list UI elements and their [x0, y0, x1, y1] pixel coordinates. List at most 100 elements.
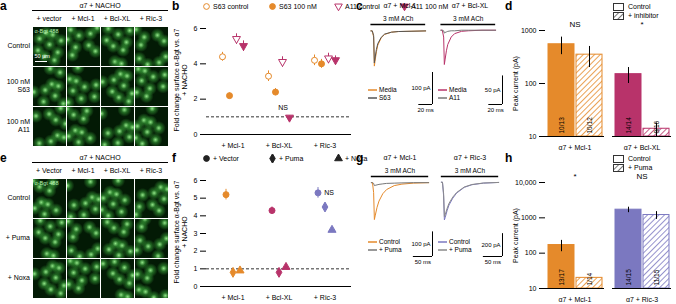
svg-text:1000: 1000 [521, 214, 537, 221]
html-text:S63 100 nM: S63 100 nM [279, 3, 317, 10]
svg-text:50 pA: 50 pA [485, 87, 501, 93]
svg-text:0: 0 [194, 283, 198, 290]
html-text:+ Mcl-1: + Mcl-1 [71, 15, 95, 22]
html-text:+ Vector: + Vector [213, 155, 239, 162]
svg-text:11/15: 11/15 [653, 269, 660, 285]
html-text:A11 100 nM: A11 100 nM [411, 3, 449, 10]
html-text:e: e [0, 151, 7, 165]
svg-text:1000: 1000 [521, 27, 537, 34]
html-text:Fold change surface α-Bgt vs.: Fold change surface α-Bgt vs. α7 + NACHO [173, 180, 188, 284]
svg-text:100: 100 [525, 80, 537, 87]
html-text:A11 control: A11 control [345, 3, 380, 10]
html-text:100 nM A11: 100 nM A11 [6, 118, 30, 133]
svg-text:3 mM ACh: 3 mM ACh [383, 15, 414, 22]
svg-text:100 pA: 100 pA [411, 241, 430, 247]
svg-text:2: 2 [194, 247, 198, 254]
svg-text:6: 6 [194, 25, 198, 32]
html-text:Control: Control [7, 194, 30, 201]
svg-text:20 ms: 20 ms [487, 107, 503, 113]
svg-text:Peak current (pA): Peak current (pA) [512, 56, 520, 111]
svg-text:NS: NS [636, 172, 647, 181]
svg-text:5: 5 [194, 194, 198, 201]
svg-text:*: * [640, 20, 643, 29]
html-text:100 nM S63: 100 nM S63 [6, 78, 30, 93]
html-text:α7 + Mcl-1: α7 + Mcl-1 [383, 154, 417, 161]
html-text:+ Puma: + Puma [5, 234, 30, 241]
html-text:c: c [356, 0, 363, 13]
svg-text:14/14: 14/14 [625, 117, 632, 134]
html-text:S63: S63 [379, 94, 391, 101]
svg-text:+ Bcl-XL: + Bcl-XL [266, 294, 293, 301]
svg-text:+ Ric-3: + Ric-3 [314, 294, 336, 301]
svg-text:10/13: 10/13 [558, 117, 565, 134]
svg-text:4: 4 [194, 212, 198, 219]
svg-text:NS: NS [569, 20, 580, 29]
html-text:α-Bgt 488: α-Bgt 488 [34, 27, 59, 34]
svg-text:200 pA: 200 pA [481, 242, 500, 248]
html-text:h: h [505, 151, 513, 165]
svg-text:2: 2 [194, 95, 198, 102]
html-text:Media: Media [449, 86, 467, 93]
html-text:a: a [0, 0, 7, 13]
svg-text:10/12: 10/12 [586, 117, 593, 134]
svg-text:α7 + Ric-3: α7 + Ric-3 [626, 296, 658, 303]
svg-text:6: 6 [194, 177, 198, 184]
svg-text:α7 + Mcl-1: α7 + Mcl-1 [558, 296, 591, 303]
html-text:Control: Control [7, 42, 30, 49]
svg-text:4: 4 [194, 60, 198, 67]
svg-text:3: 3 [194, 230, 198, 237]
html-text:+ Mcl-1: + Mcl-1 [71, 167, 95, 174]
html-text:b: b [172, 0, 180, 13]
html-text:α7 + Mcl-1: α7 + Mcl-1 [383, 2, 417, 9]
html-text:50 µm: 50 µm [34, 52, 50, 59]
html-text:α-Bgt 488: α-Bgt 488 [34, 179, 59, 186]
html-text:+ Vector: + Vector [36, 167, 62, 174]
html-text:d: d [505, 0, 513, 13]
svg-text:10,000: 10,000 [515, 179, 537, 186]
svg-text:+ Mcl-1: + Mcl-1 [221, 142, 244, 149]
svg-text:50 ms: 50 ms [415, 259, 431, 265]
svg-text:50 ms: 50 ms [485, 259, 501, 265]
svg-text:8/16: 8/16 [653, 120, 660, 133]
svg-text:1/14: 1/14 [586, 272, 593, 285]
svg-text:3 mM ACh: 3 mM ACh [385, 167, 416, 174]
svg-text:20 ms: 20 ms [417, 107, 433, 113]
html-text:Control: Control [628, 3, 651, 10]
html-text:α7 + NACHO: α7 + NACHO [79, 2, 121, 9]
svg-text:100: 100 [525, 249, 537, 256]
html-text:+ Ric-3: + Ric-3 [139, 167, 163, 174]
html-text:α7 + Bcl-XL: α7 + Bcl-XL [451, 2, 489, 9]
html-text:+ Noxa: + Noxa [345, 155, 368, 162]
html-text:α7 + NACHO: α7 + NACHO [79, 154, 121, 161]
svg-text:NS: NS [278, 104, 288, 111]
svg-text:10: 10 [529, 133, 537, 140]
svg-text:1: 1 [194, 265, 198, 272]
html-text:+ Ric-3: + Ric-3 [139, 15, 163, 22]
svg-text:10: 10 [529, 285, 537, 292]
svg-text:+ Mcl-1: + Mcl-1 [221, 294, 244, 301]
svg-text:α7 + Mcl-1: α7 + Mcl-1 [558, 144, 591, 151]
html-text:+ Bcl-XL: + Bcl-XL [103, 15, 131, 22]
svg-text:Peak current (pA): Peak current (pA) [512, 208, 520, 263]
svg-text:+ Ric-3: + Ric-3 [314, 142, 336, 149]
html-text:Fold change surface α-Bgt vs.: Fold change surface α-Bgt vs. α7 + NACHO [173, 28, 188, 132]
svg-text:0: 0 [194, 131, 198, 138]
svg-text:+ Bcl-XL: + Bcl-XL [266, 142, 293, 149]
svg-text:13/17: 13/17 [558, 269, 565, 286]
html-text:+ Noxa: + Noxa [7, 274, 30, 281]
svg-text:α7 + Bcl-XL: α7 + Bcl-XL [624, 144, 661, 151]
svg-text:14/15: 14/15 [625, 269, 632, 286]
html-text:+ Puma: + Puma [279, 155, 304, 162]
html-text:Media: Media [379, 86, 397, 93]
html-text:+ vector: + vector [36, 15, 62, 22]
html-text:+ inhibitor: + inhibitor [628, 12, 659, 19]
svg-text:3 mM ACh: 3 mM ACh [453, 15, 484, 22]
html-text:g: g [356, 151, 364, 165]
svg-text:100 pA: 100 pA [411, 85, 430, 91]
html-text:A11: A11 [449, 94, 461, 101]
html-text:+ Bcl-XL: + Bcl-XL [103, 167, 131, 174]
svg-text:3 mM ACh: 3 mM ACh [455, 167, 486, 174]
html-text:S63 control: S63 control [213, 3, 249, 10]
svg-text:NS: NS [324, 189, 334, 196]
svg-text:*: * [573, 172, 576, 181]
